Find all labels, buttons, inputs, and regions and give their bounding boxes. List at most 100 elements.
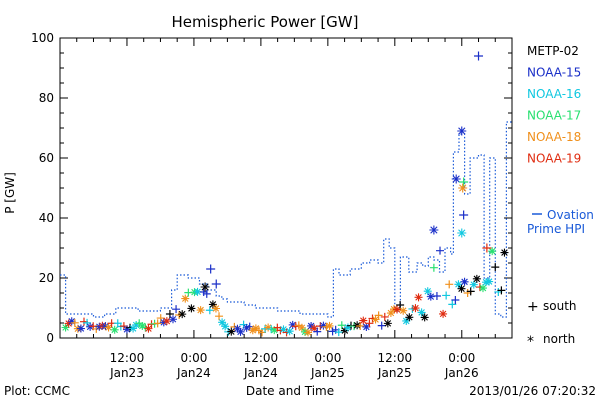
x-tick-time: 12:00 (378, 351, 413, 365)
data-point-north (414, 293, 423, 302)
x-tick-date: Jan25 (310, 366, 345, 380)
data-point-north (458, 183, 468, 193)
data-point-south (429, 263, 438, 272)
data-point-north (162, 317, 171, 326)
data-point-south (448, 300, 457, 309)
data-point-south (491, 263, 500, 272)
data-point-north (343, 323, 352, 332)
x-axis: 12:00Jan230:00Jan2412:00Jan240:00Jan2512… (59, 38, 513, 380)
north-symbol: * (527, 334, 534, 350)
ovation-legend-label-2: Prime HPI (527, 222, 585, 236)
data-point-south (497, 286, 506, 295)
data-point-south (365, 319, 374, 328)
data-point-north (383, 319, 392, 328)
data-point-north (104, 323, 113, 332)
data-point-north (426, 292, 435, 301)
data-point-north (478, 284, 487, 293)
data-point-north (144, 324, 153, 333)
data-point-north (488, 247, 497, 256)
data-point-south (474, 51, 484, 61)
data-point-north (279, 325, 288, 334)
data-point-south (380, 312, 389, 321)
data-point-north (454, 280, 463, 289)
data-point-north (248, 326, 257, 335)
data-point-north (101, 322, 110, 331)
data-point-north (420, 313, 429, 322)
data-point-north (393, 305, 402, 314)
data-point-north (138, 321, 147, 330)
legend-entry: METP-02 (527, 44, 579, 58)
data-point-north (64, 319, 73, 328)
data-point-north (423, 287, 432, 296)
data-point-north (353, 321, 362, 330)
ovation-legend: Ovation Prime HPI (527, 208, 594, 236)
ovation-hpi-line (60, 121, 512, 318)
data-point-south (436, 246, 445, 255)
data-point-north (439, 309, 448, 318)
data-point-south (172, 305, 181, 314)
data-point-north (76, 324, 85, 333)
data-point-south (442, 291, 451, 300)
y-tick-label: 100 (31, 31, 54, 45)
data-point-north (159, 318, 168, 327)
data-point-north (288, 320, 297, 329)
data-point-north (251, 324, 260, 333)
data-point-north (457, 228, 467, 238)
data-point-north (371, 315, 380, 324)
data-point-south (445, 280, 454, 289)
data-point-north (129, 324, 138, 333)
data-point-north (221, 322, 230, 331)
data-point-north (485, 277, 494, 286)
data-point-north (429, 225, 439, 235)
legend: METP-02 NOAA-15 NOAA-16 NOAA-17 NOAA-18 NOAA-… (527, 44, 581, 166)
data-point-south (466, 287, 475, 296)
data-point-north (411, 304, 420, 313)
x-tick-time: 0:00 (314, 351, 341, 365)
data-point-north (227, 327, 236, 336)
data-point-north (340, 326, 349, 335)
data-point-south (459, 210, 469, 220)
legend-entry: NOAA-17 (527, 109, 581, 123)
south-symbol: + (527, 299, 539, 315)
data-point-north (132, 320, 141, 329)
north-label: north (543, 332, 575, 346)
data-point-north (110, 325, 119, 334)
data-point-north (122, 325, 131, 334)
data-point-north (359, 316, 368, 325)
data-point-north (61, 323, 70, 332)
data-point-south (377, 321, 386, 330)
y-axis: 0 20 40 60 80 100 (31, 31, 512, 345)
data-point-north (325, 321, 334, 330)
data-point-north (178, 310, 187, 319)
data-point-north (297, 323, 306, 332)
chart-title: Hemispheric Power [GW] (172, 13, 359, 31)
data-point-north (457, 126, 467, 136)
x-tick-date: Jan25 (377, 366, 412, 380)
data-point-north (218, 318, 227, 327)
data-point-south (482, 243, 492, 253)
plot-frame (59, 37, 513, 339)
data-point-south (374, 311, 383, 320)
data-point-north (469, 280, 478, 289)
data-point-north (417, 308, 426, 317)
data-point-north (457, 284, 466, 293)
data-point-north (169, 315, 177, 324)
data-point-south (459, 177, 469, 187)
data-point-south (451, 296, 460, 305)
data-point-north (285, 327, 294, 336)
footer-right: 2013/01/26 07:20:32 (469, 384, 596, 398)
data-point-south (205, 306, 214, 315)
x-tick-time: 12:00 (110, 351, 145, 365)
data-point-north (386, 309, 395, 318)
x-tick-time: 0:00 (448, 351, 475, 365)
data-point-south (211, 279, 221, 289)
data-point-south (202, 289, 211, 298)
x-tick-time: 0:00 (180, 351, 207, 365)
y-axis-label: P [GW] (3, 172, 17, 214)
data-point-north (451, 174, 461, 184)
data-point-north (472, 274, 481, 283)
data-point-north (362, 322, 371, 331)
legend-entry: NOAA-18 (527, 130, 581, 144)
data-point-north (460, 277, 469, 286)
